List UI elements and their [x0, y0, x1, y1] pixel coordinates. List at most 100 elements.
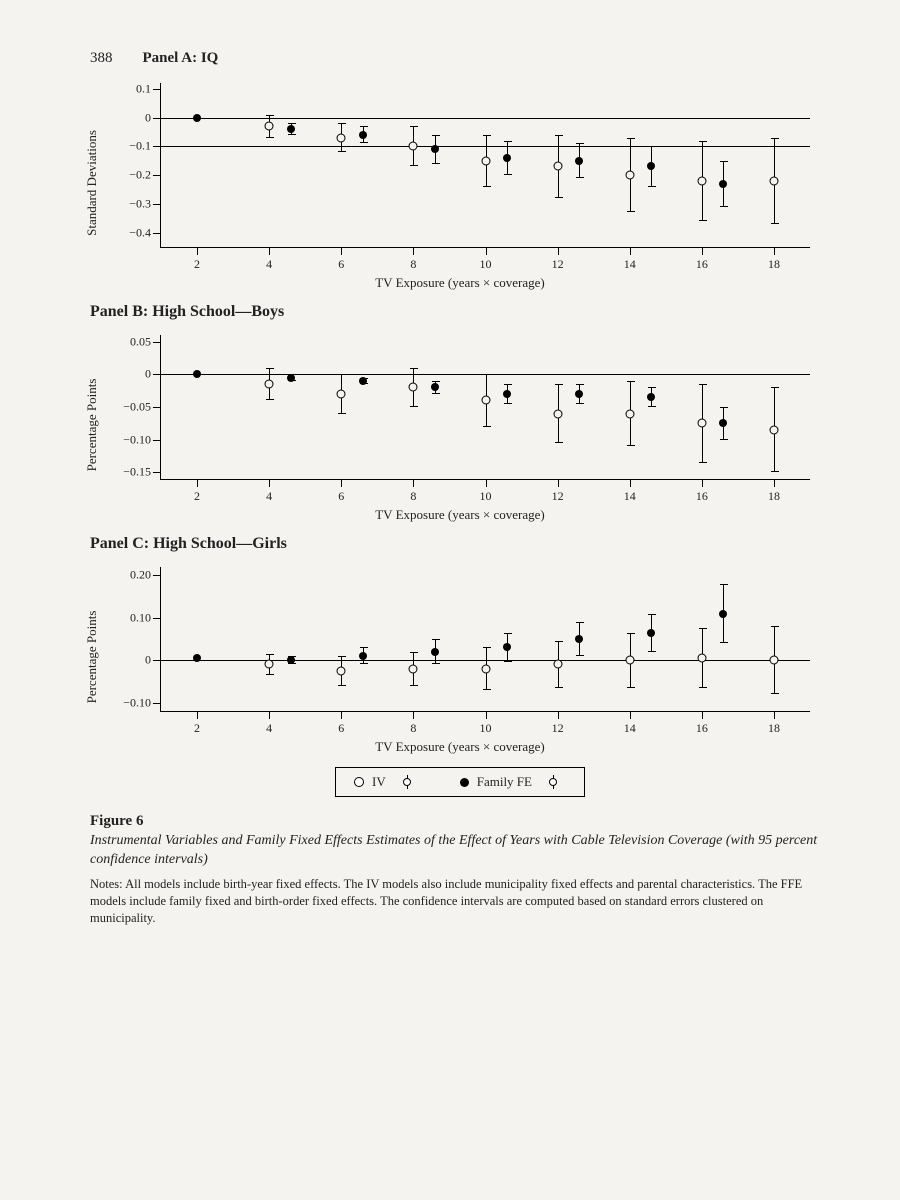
- xtick-label: 18: [768, 247, 780, 272]
- point-iv: [481, 664, 490, 673]
- point-family-fe: [431, 648, 439, 656]
- point-iv: [409, 383, 418, 392]
- point-iv: [409, 664, 418, 673]
- ytick-label: 0: [145, 110, 161, 125]
- point-iv: [769, 425, 778, 434]
- point-iv: [553, 409, 562, 418]
- point-iv: [553, 162, 562, 171]
- ytick-label: −0.05: [123, 400, 161, 415]
- point-family-fe: [359, 131, 367, 139]
- point-family-fe: [647, 629, 655, 637]
- panel-c-ylabel: Percentage Points: [84, 611, 100, 704]
- ytick-label: 0.05: [130, 334, 161, 349]
- panel-b-ylabel: Percentage Points: [84, 379, 100, 472]
- point-family-fe: [647, 393, 655, 401]
- point-iv: [337, 133, 346, 142]
- ytick-label: 0: [145, 653, 161, 668]
- point-iv: [697, 419, 706, 428]
- point-iv: [625, 656, 634, 665]
- point-iv: [553, 660, 562, 669]
- point-iv: [625, 171, 634, 180]
- ytick-label: 0.10: [130, 610, 161, 625]
- panel-a-ylabel: Standard Deviations: [84, 130, 100, 236]
- point-iv: [265, 380, 274, 389]
- xtick-label: 8: [410, 711, 416, 736]
- figure-label: Figure 6: [90, 813, 830, 830]
- panel-a-plot: 0.10−0.1−0.2−0.3−0.424681012141618: [160, 83, 810, 248]
- point-family-fe: [193, 654, 201, 662]
- point-iv: [769, 176, 778, 185]
- ytick-label: −0.4: [129, 225, 161, 240]
- panel-c-chart: Percentage Points 0.200.100−0.1024681012…: [90, 557, 830, 757]
- xtick-label: 16: [696, 247, 708, 272]
- panel-c-title: Panel C: High School—Girls: [90, 535, 830, 553]
- ytick-label: 0.1: [136, 81, 161, 96]
- point-iv: [481, 396, 490, 405]
- xtick-label: 6: [338, 247, 344, 272]
- point-family-fe: [431, 145, 439, 153]
- xtick-label: 6: [338, 711, 344, 736]
- ytick-label: 0: [145, 367, 161, 382]
- xtick-label: 10: [480, 711, 492, 736]
- panel-a-xlabel: TV Exposure (years × coverage): [375, 275, 545, 291]
- ytick-label: −0.10: [123, 695, 161, 710]
- point-iv: [769, 656, 778, 665]
- filled-circle-icon: [460, 778, 469, 787]
- point-family-fe: [287, 656, 295, 664]
- point-family-fe: [575, 635, 583, 643]
- point-family-fe: [193, 114, 201, 122]
- point-family-fe: [719, 419, 727, 427]
- xtick-label: 4: [266, 247, 272, 272]
- xtick-label: 4: [266, 711, 272, 736]
- panel-b-chart: Percentage Points 0.050−0.05−0.10−0.1524…: [90, 325, 830, 525]
- point-family-fe: [719, 610, 727, 618]
- point-iv: [481, 156, 490, 165]
- point-iv: [697, 176, 706, 185]
- panel-a-title: Panel A: IQ: [143, 50, 219, 67]
- point-iv: [265, 660, 274, 669]
- ytick-label: −0.10: [123, 432, 161, 447]
- panel-b-plot: 0.050−0.05−0.10−0.1524681012141618: [160, 335, 810, 480]
- legend-ffe: Family FE: [460, 774, 566, 790]
- xtick-label: 8: [410, 247, 416, 272]
- header-row: 388 Panel A: IQ: [90, 50, 830, 67]
- point-iv: [697, 654, 706, 663]
- xtick-label: 8: [410, 479, 416, 504]
- xtick-label: 2: [194, 479, 200, 504]
- point-family-fe: [719, 180, 727, 188]
- legend-iv: IV: [354, 774, 420, 790]
- xtick-label: 2: [194, 711, 200, 736]
- panel-b-xlabel: TV Exposure (years × coverage): [375, 507, 545, 523]
- xtick-label: 12: [552, 711, 564, 736]
- errorbar-icon: [540, 775, 566, 789]
- point-family-fe: [503, 390, 511, 398]
- open-circle-icon: [354, 777, 364, 787]
- legend-iv-label: IV: [372, 774, 386, 790]
- ytick-label: −0.1: [129, 139, 161, 154]
- figure-notes: Notes: All models include birth-year fix…: [90, 876, 830, 927]
- point-iv: [337, 666, 346, 675]
- panel-c-xlabel: TV Exposure (years × coverage): [375, 739, 545, 755]
- xtick-label: 14: [624, 247, 636, 272]
- panel-c-plot: 0.200.100−0.1024681012141618: [160, 567, 810, 712]
- panel-b-title: Panel B: High School—Boys: [90, 303, 830, 321]
- point-iv: [625, 409, 634, 418]
- point-iv: [265, 122, 274, 131]
- point-family-fe: [431, 383, 439, 391]
- point-family-fe: [359, 652, 367, 660]
- xtick-label: 18: [768, 479, 780, 504]
- point-family-fe: [647, 162, 655, 170]
- figure-title: Instrumental Variables and Family Fixed …: [90, 832, 830, 870]
- point-family-fe: [287, 374, 295, 382]
- ytick-label: −0.2: [129, 168, 161, 183]
- point-family-fe: [193, 370, 201, 378]
- legend: IV Family FE: [335, 767, 585, 797]
- xtick-label: 14: [624, 479, 636, 504]
- xtick-label: 6: [338, 479, 344, 504]
- xtick-label: 14: [624, 711, 636, 736]
- point-iv: [409, 142, 418, 151]
- point-family-fe: [287, 125, 295, 133]
- panel-a-chart: Standard Deviations 0.10−0.1−0.2−0.3−0.4…: [90, 73, 830, 293]
- point-family-fe: [503, 154, 511, 162]
- point-iv: [337, 389, 346, 398]
